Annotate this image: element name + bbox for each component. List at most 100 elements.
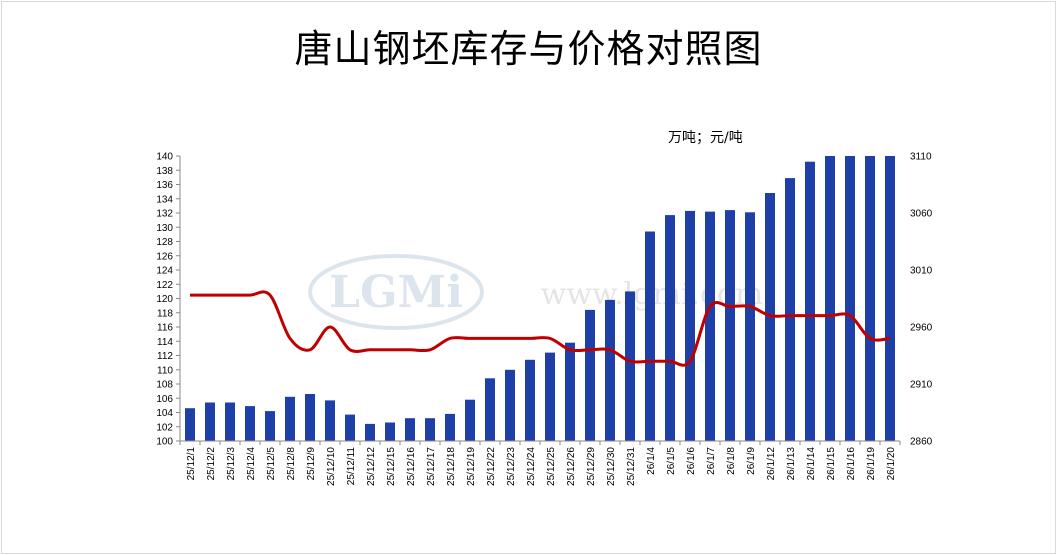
left-tick-label: 138	[156, 166, 173, 177]
x-tick-label: 26/1/13	[786, 447, 797, 481]
bar-25/12/19	[465, 399, 475, 441]
bar-25/12/8	[285, 396, 295, 441]
bar-25/12/5	[265, 411, 275, 441]
x-tick-label: 25/12/1	[186, 447, 197, 481]
left-axis-ticks: 100 102 104 106 108 110 112 114 116 118 120 122 124 1…	[156, 152, 180, 448]
bar-25/12/16	[405, 418, 415, 441]
x-tick-label: 26/1/20	[886, 447, 897, 481]
x-tick-label: 26/1/15	[826, 447, 837, 481]
right-tick-label: 2960	[910, 323, 933, 334]
x-tick-label: 25/12/15	[386, 447, 397, 486]
x-tick-label: 26/1/16	[846, 447, 857, 481]
watermark-logo-ring	[308, 254, 484, 330]
x-tick-label: 25/12/23	[506, 447, 517, 486]
left-tick-label: 114	[157, 337, 173, 348]
x-tick-label: 25/12/25	[546, 447, 557, 486]
x-tick-label: 25/12/29	[586, 447, 597, 486]
left-tick-label: 132	[156, 209, 173, 220]
left-tick-label: 120	[156, 294, 173, 305]
left-tick-label: 136	[156, 180, 173, 191]
left-tick-label: 124	[156, 266, 173, 277]
x-tick-label: 25/12/26	[566, 447, 577, 486]
x-tick-label: 25/12/2	[206, 447, 217, 481]
left-tick-label: 108	[156, 380, 173, 391]
bar-25/12/2	[205, 402, 215, 441]
price-line	[189, 290, 891, 367]
left-tick-label: 102	[156, 422, 173, 433]
bar-25/12/9	[305, 394, 315, 441]
left-tick-label: 118	[157, 308, 173, 319]
x-tick-label: 26/1/4	[646, 447, 657, 475]
x-tick-label: 26/1/7	[706, 447, 717, 475]
bar-25/12/29	[585, 309, 595, 441]
bar-25/12/18	[445, 413, 455, 441]
bar-26/1/15	[825, 156, 835, 441]
x-tick-label: 25/12/22	[486, 447, 497, 486]
bar-25/12/4	[245, 406, 255, 441]
bar-25/12/1	[185, 408, 195, 441]
x-tick-label: 25/12/31	[626, 447, 637, 486]
bar-26/1/20	[885, 156, 895, 441]
left-tick-label: 104	[156, 408, 173, 419]
watermark: LGMi www.lgmi.com	[308, 254, 763, 330]
x-tick-label: 25/12/24	[526, 447, 537, 486]
bar-25/12/15	[385, 422, 395, 441]
x-tick-label: 25/12/3	[226, 447, 237, 481]
bar-25/12/25	[545, 352, 555, 441]
bar-26/1/6	[685, 210, 695, 441]
left-tick-label: 134	[156, 194, 173, 205]
x-tick-label: 25/12/17	[426, 447, 437, 486]
bar-26/1/7	[705, 211, 715, 441]
bar-25/12/17	[425, 418, 435, 441]
left-tick-label: 126	[156, 251, 173, 262]
x-tick-label: 25/12/19	[466, 447, 477, 486]
x-tick-label: 25/12/5	[266, 447, 277, 481]
right-tick-label: 3060	[910, 209, 933, 220]
bar-25/12/30	[605, 299, 615, 441]
x-tick-label: 25/12/4	[246, 447, 257, 481]
left-tick-label: 122	[156, 280, 173, 291]
x-tick-label: 25/12/9	[306, 447, 317, 481]
left-tick-label: 128	[156, 237, 173, 248]
bar-25/12/12	[365, 423, 375, 441]
bar-26/1/4	[645, 231, 655, 441]
bar-25/12/31	[625, 291, 635, 441]
left-tick-label: 130	[156, 223, 173, 234]
bar-25/12/22	[485, 378, 495, 441]
bar-26/1/14	[805, 161, 815, 441]
x-tick-label: 25/12/8	[286, 447, 297, 481]
left-tick-label: 110	[157, 365, 173, 376]
bar-25/12/26	[565, 342, 575, 441]
right-tick-label: 2860	[910, 437, 933, 448]
bar-26/1/8	[725, 210, 735, 441]
x-tick-label: 26/1/12	[766, 447, 777, 481]
x-tick-label: 25/12/16	[406, 447, 417, 486]
x-tick-label: 26/1/8	[726, 447, 737, 475]
units-label: 万吨；元/吨	[668, 130, 743, 146]
x-tick-label: 26/1/19	[866, 447, 877, 481]
right-tick-label: 3110	[910, 152, 932, 163]
x-tick-label: 26/1/9	[746, 447, 757, 475]
x-tick-label: 25/12/30	[606, 447, 617, 486]
left-tick-label: 140	[156, 152, 173, 163]
right-tick-label: 3010	[910, 266, 933, 277]
x-tick-label: 25/12/12	[366, 447, 377, 486]
chart-title: 唐山钢坯库存与价格对照图	[294, 27, 763, 71]
x-tick-label: 26/1/6	[686, 447, 697, 475]
bar-26/1/13	[785, 178, 795, 441]
x-tick-label: 26/1/14	[806, 447, 817, 481]
x-tick-label: 26/1/5	[666, 447, 677, 475]
bar-25/12/24	[525, 359, 535, 441]
x-axis-ticks: 25/12/1 25/12/2 25/12/3 25/12/4 25/12/5 25/12…	[179, 441, 901, 486]
left-tick-label: 116	[157, 323, 173, 334]
bar-26/1/9	[745, 212, 755, 441]
bar-26/1/19	[865, 156, 875, 441]
watermark-logo: LGMi	[329, 267, 463, 318]
left-tick-label: 100	[156, 437, 173, 448]
left-tick-label: 106	[156, 394, 173, 405]
bar-25/12/11	[345, 414, 355, 441]
bar-25/12/3	[225, 402, 235, 441]
x-tick-label: 25/12/10	[326, 447, 337, 486]
bar-25/12/23	[505, 369, 515, 442]
